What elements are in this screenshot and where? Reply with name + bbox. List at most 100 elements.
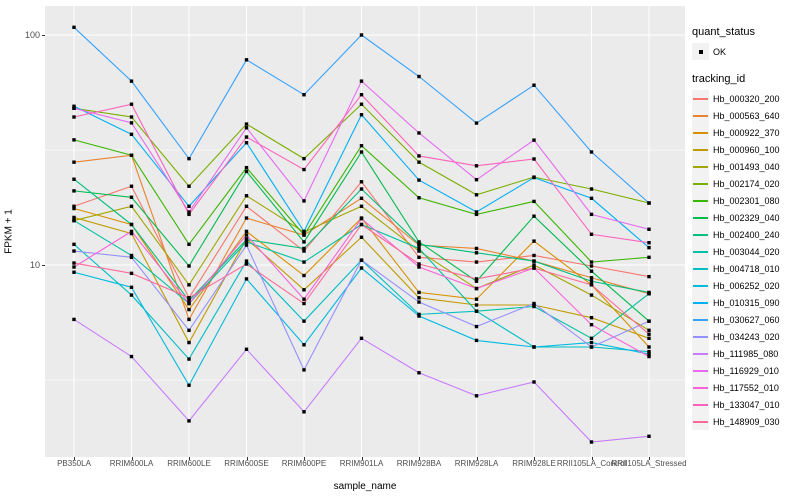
legend-color-line — [693, 182, 708, 185]
legend-color-line — [693, 250, 708, 253]
legend-color-line — [693, 148, 708, 151]
y-tick-mark — [42, 35, 45, 36]
data-point — [359, 258, 364, 262]
x-tick-mark — [304, 457, 305, 460]
data-point — [244, 347, 249, 352]
x-tick-mark — [246, 457, 248, 460]
y-tick-label: 100 — [24, 30, 40, 40]
data-point — [129, 231, 134, 236]
legend-key-box — [692, 277, 709, 294]
data-point — [187, 212, 191, 217]
data-point — [474, 279, 479, 283]
data-point — [532, 83, 536, 87]
data-point — [359, 150, 364, 154]
legend-item: Hb_000320_200 — [692, 90, 798, 107]
data-point — [129, 354, 134, 359]
data-point — [72, 104, 76, 108]
data-point — [532, 214, 536, 218]
legend-key-box — [692, 294, 709, 311]
data-point — [417, 300, 421, 304]
legend-item: Hb_148909_030 — [692, 413, 798, 430]
data-point — [244, 169, 249, 174]
legend-key-box — [692, 379, 709, 396]
data-point — [129, 195, 134, 199]
data-point — [129, 255, 134, 260]
legend-color-line — [693, 318, 708, 321]
legend-key-box — [692, 209, 709, 226]
data-point — [302, 319, 306, 323]
data-point — [187, 317, 191, 322]
legend-item: Hb_003044_020 — [692, 243, 798, 260]
data-point — [359, 216, 364, 221]
legend-item-label: Hb_002400_240 — [713, 229, 780, 240]
x-tick-mark — [419, 457, 420, 460]
data-point — [187, 328, 191, 333]
y-tick-mark — [42, 265, 45, 266]
data-point — [647, 241, 651, 245]
data-point — [359, 102, 364, 106]
data-point — [589, 283, 594, 287]
data-point — [72, 177, 76, 181]
data-point — [474, 303, 479, 307]
data-point — [72, 215, 76, 220]
data-point — [187, 357, 191, 361]
legend-item-label: Hb_117552_010 — [713, 382, 779, 393]
legend-item: Hb_001493_040 — [692, 158, 798, 175]
legend-item: Hb_030627_060 — [692, 311, 798, 328]
legend-item-label: Hb_002301_080 — [713, 195, 780, 206]
data-point — [474, 164, 479, 168]
data-point — [187, 210, 191, 214]
data-point — [72, 204, 76, 208]
x-tick-label: RRII105LA_Stressed — [611, 459, 687, 468]
data-point — [589, 264, 594, 268]
x-tick-label: RRIM600SE — [224, 459, 269, 468]
data-point — [474, 121, 479, 125]
legend-item: Hb_002174_020 — [692, 175, 798, 192]
legend-key-box — [692, 158, 709, 175]
data-point — [187, 264, 191, 268]
x-tick-mark — [189, 457, 190, 460]
legend-key-box — [692, 141, 709, 158]
data-point — [474, 177, 479, 182]
x-tick-mark — [361, 457, 363, 460]
data-point — [244, 165, 249, 170]
data-point — [647, 336, 651, 341]
legend-key-box — [692, 243, 709, 260]
data-point — [129, 253, 134, 258]
data-point — [72, 265, 76, 269]
legend-item-label: Hb_002329_040 — [713, 212, 780, 223]
data-point — [647, 201, 651, 205]
legend-color-line — [693, 97, 708, 100]
data-point — [417, 296, 421, 300]
data-point — [474, 251, 479, 255]
legend-item-ok: OK — [692, 43, 798, 60]
data-point — [129, 285, 134, 289]
data-point — [72, 189, 76, 193]
data-point — [244, 243, 249, 247]
data-point — [244, 58, 249, 62]
plot-canvas — [45, 6, 685, 457]
legend-key-box — [692, 413, 709, 430]
data-point — [302, 368, 306, 372]
x-tick-label: RRIM600LE — [167, 459, 211, 468]
data-point — [532, 199, 536, 204]
data-point — [129, 79, 134, 83]
data-point — [532, 304, 536, 309]
legend-item-label: Hb_000563_640 — [713, 110, 780, 121]
data-point — [129, 293, 134, 297]
legend-color-line — [693, 335, 708, 338]
legend-color-line — [693, 403, 708, 406]
data-point — [532, 175, 536, 180]
data-point — [72, 138, 76, 142]
legend-color-line — [693, 369, 708, 372]
legend-key-box — [692, 107, 709, 124]
data-point — [417, 131, 421, 135]
data-point — [589, 269, 594, 273]
data-point — [302, 288, 306, 292]
data-point — [302, 297, 306, 301]
data-point — [129, 102, 134, 106]
legend-key-box — [692, 362, 709, 379]
data-point — [532, 157, 536, 161]
legend-item-label: Hb_030627_060 — [713, 314, 780, 325]
